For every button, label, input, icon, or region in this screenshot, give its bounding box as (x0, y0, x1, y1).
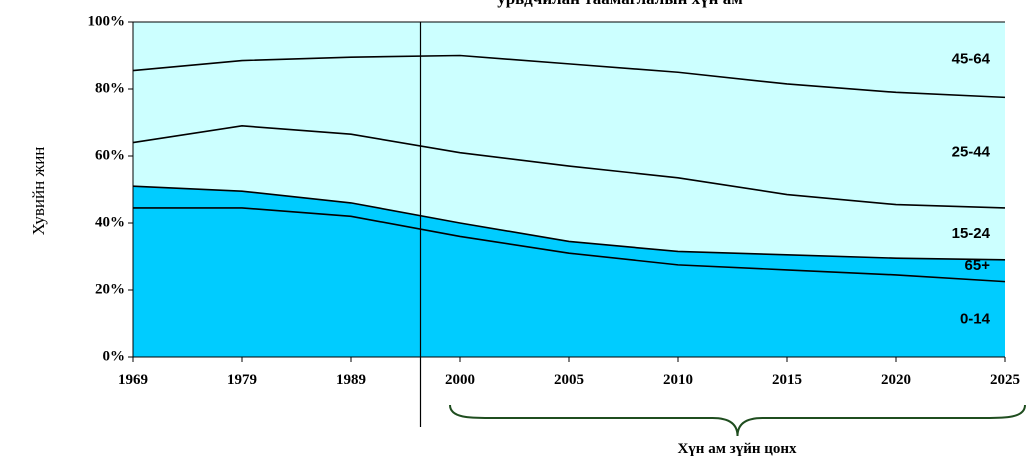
y-tick-label: 80% (95, 80, 125, 96)
x-tick-label: 2000 (445, 372, 475, 388)
x-axis-note: Хүн ам зүйн цонх (677, 441, 797, 457)
x-tick-label: 1979 (227, 372, 257, 388)
plot-area: 0-14 65+ 15-24 25-44 45-64 0% 20% 40% 60% 80% 100%… (88, 13, 1020, 427)
x-tick-label: 1969 (118, 372, 148, 388)
x-range-brace (449, 404, 1026, 437)
y-tick-label: 20% (95, 281, 125, 297)
series-line-65+ (132, 185, 1006, 261)
area-25-44 (133, 55, 1005, 208)
series-line-0-14 (133, 207, 1006, 283)
chart-title: урьдчилан таамаглалын хүн ам (497, 0, 743, 8)
area-0-14 (133, 207, 1005, 357)
area-65+ (133, 186, 1005, 282)
y-tick-label: 60% (95, 147, 125, 163)
x-tick-label: 2005 (554, 372, 584, 388)
y-tick-label: 40% (95, 214, 125, 230)
x-tick-label: 2025 (990, 372, 1020, 388)
series-label-45-64: 45-64 (952, 51, 991, 68)
y-tick-label: 0% (103, 348, 126, 364)
series-label-65+: 65+ (965, 257, 991, 274)
series-label-0-14: 0-14 (960, 310, 991, 327)
series-label-25-44: 25-44 (952, 144, 991, 161)
series-line-25-44 (132, 54, 1006, 99)
x-tick-label: 2015 (772, 372, 802, 388)
series-line-15-24 (132, 125, 1006, 209)
x-tick-label: 2010 (663, 372, 693, 388)
series-label-15-24: 15-24 (952, 225, 991, 242)
y-axis-label: Хувийн жин (29, 147, 48, 236)
x-tick-label: 2020 (881, 372, 911, 388)
y-tick-label: 100% (88, 13, 126, 29)
area-45-64 (133, 22, 1005, 98)
x-tick-label: 1989 (336, 372, 366, 388)
area-15-24 (133, 125, 1005, 260)
